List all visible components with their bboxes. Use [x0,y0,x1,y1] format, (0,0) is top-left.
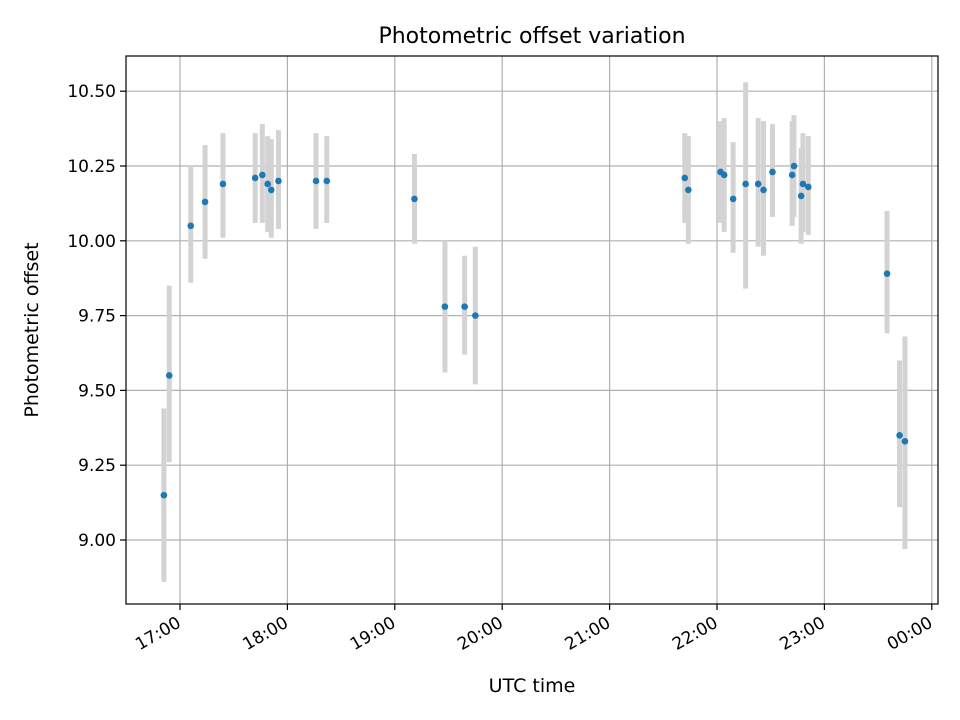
data-point [461,303,468,310]
data-point [797,192,805,200]
data-point [754,180,762,188]
data-points [160,162,909,499]
data-point [264,180,272,188]
data-point [411,195,418,203]
data-point [323,177,331,185]
data-point [251,174,259,182]
data-point [312,177,320,185]
data-point [742,180,749,188]
data-point [769,168,776,176]
data-point [729,195,737,203]
y-tick-label: 9.75 [78,307,116,327]
data-point [201,198,209,206]
data-point [720,171,728,179]
y-tick-label: 9.25 [78,456,116,476]
data-point [187,222,195,230]
plot-frame [125,55,939,605]
data-point [790,162,798,170]
y-tick-label: 10.00 [67,232,116,252]
data-point [804,183,812,191]
data-point [799,180,807,188]
chart-title: Photometric offset variation [378,24,685,49]
data-point [165,372,173,379]
data-point [259,171,266,179]
data-point [901,437,909,445]
data-point [160,491,168,499]
y-axis-label: Photometric offset [21,242,43,417]
y-tick-label: 9.00 [78,531,116,551]
data-point [788,171,796,179]
y-tick-label: 10.50 [67,82,116,102]
data-point [267,186,275,194]
data-point [883,270,891,278]
data-point [685,186,692,194]
y-tick-label: 10.25 [67,157,116,177]
data-point [275,177,282,185]
data-point [681,174,689,182]
data-point [760,186,767,194]
y-tick-label: 9.50 [78,381,116,401]
x-axis-label: UTC time [489,675,576,697]
data-point [219,180,227,188]
data-point [441,303,449,310]
y-axis: 9.00 9.25 9.50 9.75 10.00 10.25 10.50 [67,82,126,551]
data-point [896,431,903,439]
data-point [472,312,479,319]
